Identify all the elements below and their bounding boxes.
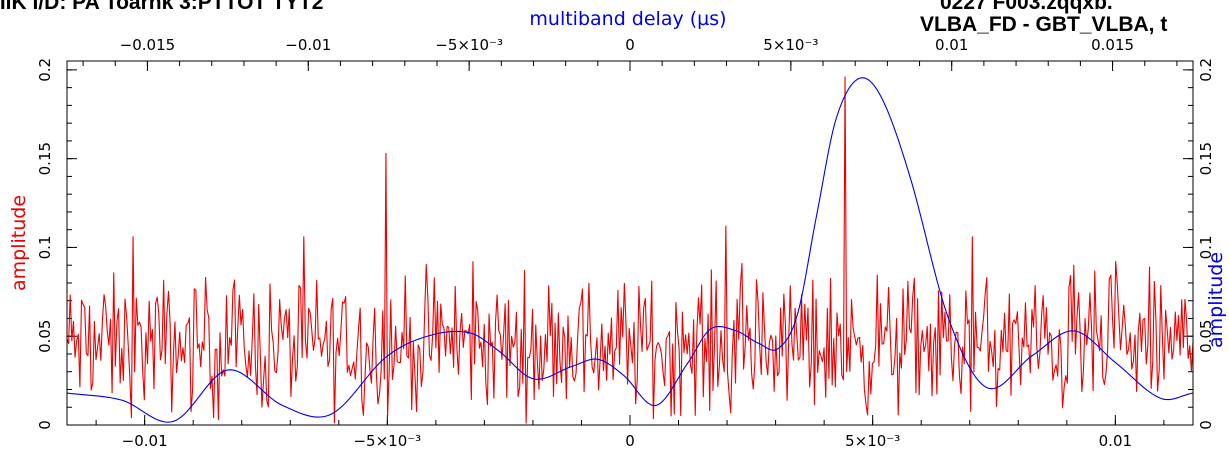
bottom-tick-label: −5×10⁻³ (353, 432, 421, 450)
left-tick-label: 0.15 (36, 142, 54, 175)
right-axis-title: amplitude (1205, 252, 1227, 348)
top-tick-label: −5×10⁻³ (435, 36, 503, 54)
bottom-tick-label: 0.01 (1099, 432, 1132, 450)
top-tick-label: 0.015 (1091, 36, 1134, 54)
left-axis-title: amplitude (8, 195, 30, 291)
top-tick-label: 0 (625, 36, 635, 54)
top-tick-label: −0.01 (285, 36, 331, 54)
bottom-tick-label: 5×10⁻³ (845, 432, 900, 450)
left-tick-label: 0.1 (36, 236, 54, 260)
right-tick-label: 0 (1197, 420, 1215, 430)
top-axis-title: multiband delay (µs) (529, 8, 726, 30)
top-tick-label: 5×10⁻³ (763, 36, 818, 54)
right-tick-label: 0.15 (1197, 142, 1215, 175)
series-group (67, 77, 1193, 423)
left-tick-label: 0 (36, 420, 54, 430)
bottom-tick-label: 0 (625, 432, 635, 450)
bottom-tick-label: −0.01 (122, 432, 168, 450)
left-tick-label: 0.05 (36, 320, 54, 353)
series-line-2 (67, 78, 1193, 422)
top-tick-label: −0.015 (120, 36, 176, 54)
left-tick-label: 0.2 (36, 58, 54, 82)
right-tick-label: 0.2 (1197, 58, 1215, 82)
top-tick-label: 0.01 (935, 36, 968, 54)
